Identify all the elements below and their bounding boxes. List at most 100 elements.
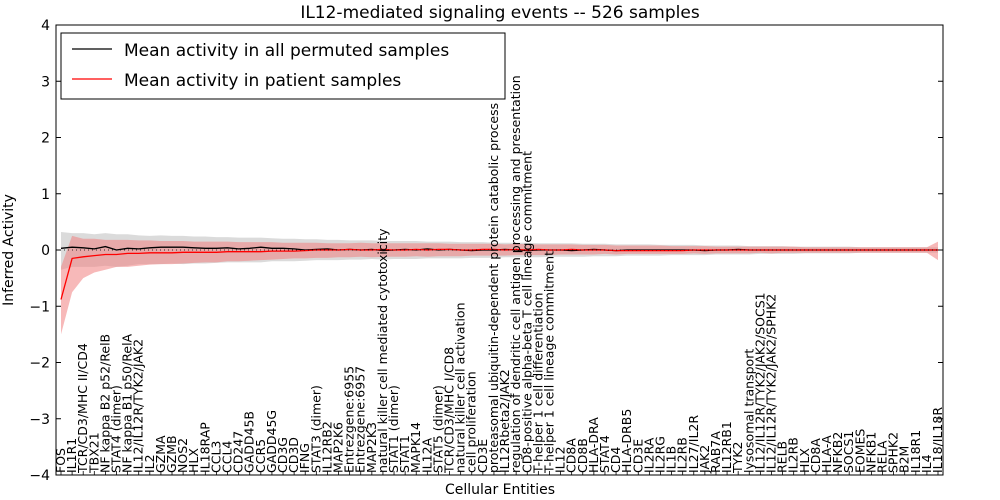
- x-tick-label: T-helper 1 cell differentiation: [530, 293, 545, 474]
- x-tick-label: CD3E: [475, 439, 490, 473]
- x-tick-label: TCR/CD3/MHC II/CD4: [75, 343, 90, 474]
- x-tick-label: Entrezgene:6955: [342, 366, 357, 473]
- x-tick-label: HLX: [186, 448, 201, 473]
- x-tick-label: proteasomal ubiquitin-dependent protein …: [486, 103, 501, 473]
- x-tick-label: IFNG: [297, 443, 312, 473]
- x-tick-label: SOCS1: [841, 431, 856, 473]
- x-tick-label: STAT4 (dimer): [109, 385, 124, 473]
- x-tick-label: IL1R1: [64, 438, 79, 473]
- x-tick-label: NF kappa B1 p50/RelA: [120, 333, 135, 473]
- y-tick-label: 2: [41, 131, 50, 147]
- legend-patient-label: Mean activity in patient samples: [124, 71, 401, 91]
- x-tick-label: IL2RA: [641, 437, 656, 473]
- x-tick-label: STAT1 (dimer): [386, 385, 401, 473]
- patient-mean-line: [60, 248, 938, 300]
- x-tick-label: RAB7A: [708, 431, 723, 473]
- patient-range-band: [61, 235, 938, 335]
- y-tick-label: −1: [29, 299, 50, 315]
- x-tick-label: STAT4: [597, 435, 612, 473]
- x-tick-label: NFKB1: [863, 432, 878, 473]
- x-tick-label: CD247: [231, 431, 246, 473]
- x-tick-label: regulation of dendritic cell antigen pro…: [508, 75, 523, 473]
- legend: Mean activity in all permuted samples Me…: [60, 32, 506, 100]
- y-tick-label: 0: [41, 243, 50, 259]
- x-tick-label: SPHK2: [886, 432, 901, 473]
- x-tick-label: IL2RB: [675, 437, 690, 473]
- x-tick-label: EOMES: [852, 429, 867, 473]
- x-axis-label: Cellular Entities: [445, 482, 555, 498]
- x-tick-label: CD8B: [575, 438, 590, 473]
- x-tick-label: CD8-positive alpha-beta T cell lineage c…: [519, 151, 534, 473]
- x-tick-label: GADD45G: [264, 410, 279, 473]
- x-tick-label: lysosomal transport: [741, 349, 756, 473]
- x-tick-label: IL2RB: [786, 437, 801, 473]
- x-tick-label: natural killer cell activation: [453, 302, 468, 473]
- x-tick-label: RELB: [775, 441, 790, 473]
- x-tick-label: IL12RB2: [319, 421, 334, 473]
- x-tick-label: TYK2: [730, 442, 745, 474]
- x-tick-label: FOS: [53, 448, 68, 473]
- x-tick-label: IL2RG: [653, 436, 668, 473]
- x-tick-label: TBX21: [86, 432, 101, 474]
- x-tick-label: MAP2K6: [331, 422, 346, 473]
- x-tick-label: CD3D: [286, 437, 301, 473]
- y-axis-label: Inferred Activity: [1, 194, 17, 306]
- x-tick-label: IL12RB1: [719, 421, 734, 473]
- y-tick-label: 4: [41, 18, 50, 34]
- x-tick-label: IL18RAP: [197, 422, 212, 473]
- x-tick-label: CD3E: [630, 439, 645, 473]
- x-tick-label: IL1B: [664, 446, 679, 473]
- x-tick-label: JAK2: [697, 445, 712, 474]
- x-tick-label: HLA-A: [819, 435, 834, 473]
- y-tick-label: 3: [41, 74, 50, 90]
- x-tick-label: STAT1: [397, 435, 412, 473]
- x-tick-label: HLA-DRB5: [619, 409, 634, 473]
- x-tick-label: CCR5: [253, 439, 268, 473]
- x-tick-label: STAT5 (dimer): [430, 385, 445, 473]
- x-tick-label: HLX: [797, 448, 812, 473]
- x-tick-label: B2M: [897, 446, 912, 473]
- x-tick-label: IL27/IL2R: [686, 415, 701, 473]
- x-tick-label: CD3G: [275, 437, 290, 473]
- y-tick-label: −4: [29, 468, 50, 484]
- x-tick-label: CD4: [608, 447, 623, 473]
- x-tick-label: MAP2K3: [364, 422, 379, 473]
- x-tick-label: STAT3 (dimer): [308, 385, 323, 473]
- x-tick-label: IL18/IL18R: [930, 407, 945, 473]
- legend-permuted-label: Mean activity in all permuted samples: [124, 41, 449, 61]
- legend-box: [60, 32, 506, 100]
- x-tick-label: GADD45B: [242, 411, 257, 473]
- x-tick-label: GZMB: [164, 435, 179, 473]
- x-tick-label: GZMA: [153, 435, 168, 473]
- x-tick-label: IL12Rbeta2/JAK2: [497, 369, 512, 473]
- x-tick-label: NFKB2: [830, 432, 845, 473]
- x-tick-label: IL4: [919, 454, 934, 473]
- x-tick-label: NOS2: [175, 438, 190, 473]
- x-tick-label: IL18R1: [908, 430, 923, 473]
- chart-title: IL12-mediated signaling events -- 526 sa…: [300, 3, 700, 23]
- x-tick-label: CD8A: [564, 438, 579, 473]
- x-tick-label: T-helper 1 cell lineage commitment: [542, 251, 557, 474]
- plot-frame: [55, 24, 944, 476]
- x-tick-label: NF kappa B2 p52/RelB: [97, 334, 112, 473]
- x-tick-label: IL12/IL12R/TYK2/JAK2/SOCS1: [752, 292, 767, 473]
- y-tick-label: −3: [29, 412, 50, 428]
- x-tick-label: IL12A: [419, 437, 434, 473]
- x-tick-label: TCR/CD3/MHC I/CD8: [442, 347, 457, 474]
- x-tick-label: cell proliferation: [464, 371, 479, 473]
- x-tick-label: Entrezgene:6957: [353, 366, 368, 473]
- x-tick-label: natural killer cell mediated cytotoxicit…: [375, 228, 390, 473]
- x-tick-label: IL12/IL12R/TYK2/JAK2/SPHK2: [764, 294, 779, 473]
- x-tick-label: RELA: [875, 440, 890, 473]
- x-tick-label: CD8A: [808, 438, 823, 473]
- x-tick-label: IL12: [553, 446, 568, 473]
- x-tick-label: HLA-DRA: [586, 417, 601, 473]
- x-tick-label: MAPK14: [408, 422, 423, 473]
- x-tick-label: CCL4: [220, 441, 235, 473]
- x-tick-label: IL12/IL12R/TYK2/JAK2: [131, 339, 146, 473]
- x-tick-label: IL2: [142, 454, 157, 473]
- y-tick-label: −2: [29, 356, 50, 372]
- y-tick-label: 1: [41, 187, 50, 203]
- x-tick-label: CCL3: [208, 441, 223, 473]
